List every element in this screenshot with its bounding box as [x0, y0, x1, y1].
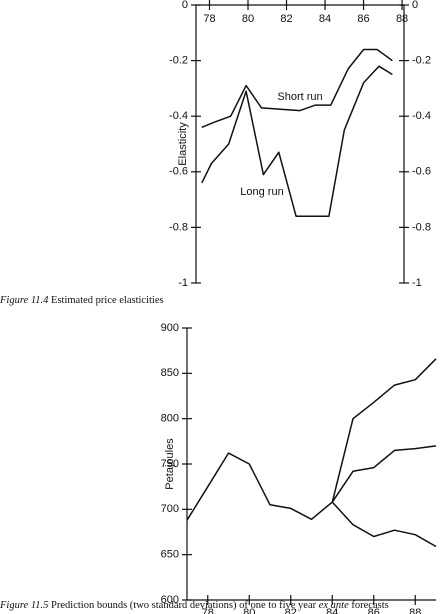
y-tick-label-right: -0.6 [412, 166, 431, 178]
caption-text: Estimated price elasticities [51, 295, 164, 306]
series-line [331, 501, 437, 548]
y-tick-label-right: -0.4 [412, 110, 431, 122]
series-line [331, 358, 437, 503]
caption: Figure 11.4 Estimated price elasticities [0, 295, 164, 306]
x-tick-label: 82 [285, 607, 297, 614]
y-tick-label: 900 [161, 322, 179, 334]
y-tick-label: -0.8 [169, 221, 188, 233]
y-tick-label: 0 [182, 0, 188, 11]
series-line [201, 48, 393, 128]
x-tick-label: 88 [396, 13, 408, 25]
x-tick-label: 84 [319, 13, 331, 25]
series-line [186, 445, 437, 521]
x-tick-label: 88 [409, 607, 421, 614]
y-tick-label: -0.2 [169, 55, 188, 67]
y-axis-label: Elasticity [177, 122, 189, 166]
y-tick-label: 800 [161, 413, 179, 425]
y-tick-label: 600 [161, 594, 179, 606]
y-tick-label: -0.6 [169, 166, 188, 178]
x-tick-label: 78 [202, 607, 214, 614]
x-tick-label: 86 [357, 13, 369, 25]
annotation: Short run [277, 91, 322, 103]
annotation: Long run [240, 186, 283, 198]
y-tick-label: 700 [161, 503, 179, 515]
caption-text: Prediction bounds (two standard deviatio… [51, 600, 317, 611]
x-tick-label: 82 [280, 13, 292, 25]
caption-end: forecasts [351, 600, 389, 611]
caption-italic: ex ante [318, 600, 349, 611]
y-tick-label-right: -1 [412, 277, 422, 289]
caption-label: Figure 11.4 [0, 295, 49, 306]
y-tick-label: 850 [161, 367, 179, 379]
x-tick-label: 80 [242, 13, 254, 25]
y-tick-label: -0.4 [169, 110, 188, 122]
y-tick-label-right: -0.2 [412, 55, 431, 67]
x-tick-label: 86 [368, 607, 380, 614]
y-tick-label: 750 [161, 458, 179, 470]
y-tick-label-right: 0 [412, 0, 418, 11]
y-tick-label-right: -0.8 [412, 221, 431, 233]
y-tick-label: 650 [161, 549, 179, 561]
y-tick-label: -1 [178, 277, 188, 289]
y-axis-label: Petajoules [164, 438, 176, 490]
caption: Figure 11.5 Prediction bounds (two stand… [0, 600, 389, 611]
series-line [201, 65, 393, 218]
x-tick-label: 84 [326, 607, 338, 614]
x-tick-label: 78 [203, 13, 215, 25]
caption-label: Figure 11.5 [0, 600, 49, 611]
x-tick-label: 80 [243, 607, 255, 614]
